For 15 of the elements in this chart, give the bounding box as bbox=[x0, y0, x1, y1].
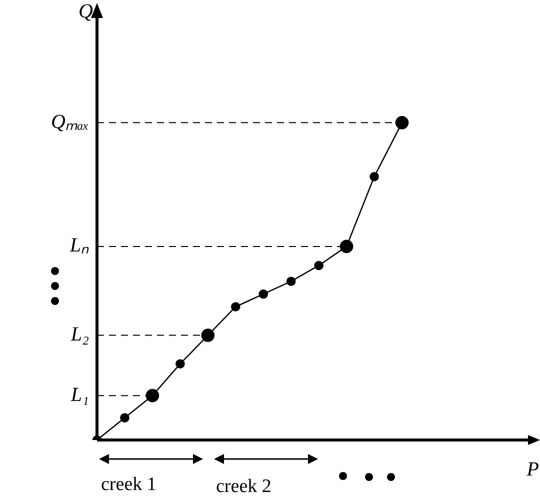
point bbox=[258, 289, 268, 299]
point bbox=[286, 276, 296, 286]
ref-line-label: L₂ bbox=[70, 324, 90, 346]
text: Q bbox=[78, 0, 94, 22]
text: P bbox=[526, 458, 539, 480]
text: creek 2 bbox=[216, 476, 272, 498]
point bbox=[176, 359, 185, 368]
point bbox=[370, 172, 379, 182]
text: creek 1 bbox=[101, 474, 156, 496]
ref-line-label: L₁ bbox=[70, 384, 89, 406]
point bbox=[230, 302, 240, 312]
ref-line-label: Qₘₐₓ bbox=[51, 110, 89, 133]
ref-line-label: Lₙ bbox=[68, 234, 89, 257]
point bbox=[314, 260, 324, 270]
point bbox=[120, 413, 130, 422]
